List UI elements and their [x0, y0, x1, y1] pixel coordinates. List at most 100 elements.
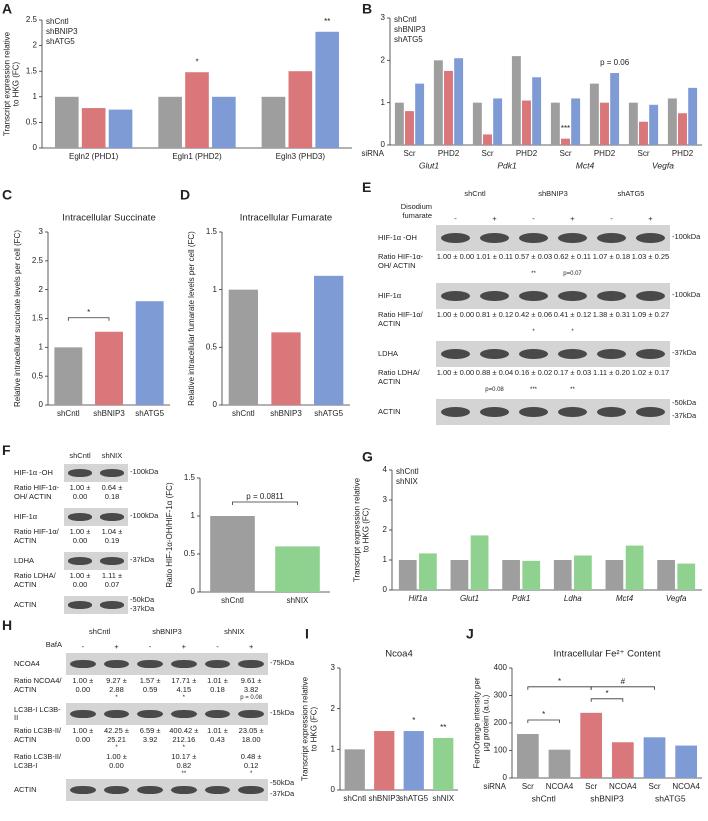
bar [135, 301, 164, 405]
ratio-value: 1.00 ± 0.00 [436, 310, 475, 319]
lane-label: - [532, 214, 535, 223]
lane-label: shCntl [69, 451, 91, 460]
y-tick-label: 1.5 [206, 227, 218, 236]
bar [580, 712, 603, 778]
blot-strip [66, 653, 268, 675]
significance: * [412, 716, 415, 725]
x-tick-label: shATG5 [314, 409, 343, 418]
x-tick-label: NCOA4 [546, 782, 574, 791]
panel-label: F [2, 442, 11, 458]
blot-band [238, 785, 264, 795]
y-tick-label: 3 [39, 227, 44, 236]
y-tick-label: 2.5 [26, 15, 38, 24]
y-axis-label: Relative intracellular fumarate levels p… [187, 231, 196, 406]
y-tick-label: 0 [33, 143, 38, 152]
x-tick-label: Egln1 (PHD2) [172, 152, 222, 161]
blot-band [596, 290, 627, 302]
lane-label: - [216, 642, 219, 651]
blot-band [137, 659, 163, 669]
y-axis-label: Transcript expression relativeto HKG (FC… [353, 477, 371, 582]
y-tick-label: 1 [213, 285, 218, 294]
ratio-value: 1.00 ± 0.00 [69, 527, 91, 545]
blot-band [70, 785, 96, 795]
kda-label: -37kDa [672, 348, 697, 357]
blot-band [99, 601, 125, 609]
bracket-label: p = 0.0811 [246, 492, 284, 501]
ratio-value: 0.81 ± 0.12 [475, 310, 514, 319]
bar [639, 121, 648, 145]
kda-label: -50kDa [270, 778, 295, 787]
y-tick-label: 1 [33, 92, 38, 101]
bar [450, 560, 469, 590]
y-tick-label: 2.5 [32, 256, 44, 265]
y-tick-label: 2 [331, 704, 336, 713]
group-label: Vegfa [652, 160, 674, 170]
y-tick-label: 1 [331, 744, 336, 753]
bar [444, 70, 453, 145]
y-axis-label: Transcript expression relativeto HKG (FC… [301, 676, 319, 781]
bar [314, 275, 344, 405]
ratio-note: p = 0.08 [240, 695, 263, 701]
y-tick-label: 3 [331, 663, 336, 672]
ratio-value: 1.38 ± 0.31 [592, 310, 631, 319]
x-tick-label: shBNIP3 [93, 409, 125, 418]
x-tick-label: Scr [638, 149, 650, 158]
x-axis-label: siRNA [361, 149, 384, 158]
ratio-note: ** [570, 387, 575, 393]
blot-band [137, 709, 163, 719]
chart-title: Intracellular Fumarate [240, 213, 332, 224]
ratio-label: Ratio NCOA4/ ACTIN [14, 676, 62, 694]
bar [81, 108, 106, 148]
ratio-label: Ratio LC3B-II/ LC3B-I [14, 752, 62, 770]
ratio-value: 1.07 ± 0.18 [592, 252, 631, 261]
lane-label: - [81, 642, 85, 651]
y-tick-label: 0 [503, 773, 508, 782]
bar [511, 56, 521, 145]
treatment-label: BafA [45, 640, 62, 649]
blot-band [479, 232, 510, 244]
lane-label: + [492, 214, 497, 223]
blot-strip [64, 596, 128, 614]
y-tick-label: 0 [39, 400, 44, 409]
kda-label: -50kDa [672, 398, 697, 407]
blot-band [479, 290, 510, 302]
ratio-note: *** [529, 387, 537, 393]
ratio-value: 23.05 ± 18.00 [238, 726, 264, 744]
y-axis-label: FerroOrange intensity perµg protein (a.u… [473, 677, 491, 768]
bar [649, 104, 659, 145]
blot-band [103, 785, 130, 795]
ratio-label: Ratio HIF-1α-OH/ ACTIN [378, 252, 424, 270]
x-tick-label: Scr [522, 782, 534, 791]
group-label: shBNIP3 [152, 627, 182, 636]
y-tick-label: 0 [191, 587, 196, 596]
bar [605, 560, 624, 590]
ratio-value: 10.17 ± 0.82 [171, 752, 197, 770]
blot-band [440, 290, 471, 302]
x-tick-label: shBNIP3 [368, 794, 400, 803]
x-tick-label: Glut1 [460, 594, 479, 603]
panel-label: D [180, 187, 190, 203]
blot-band [204, 785, 231, 795]
kda-label: -100kDa [672, 232, 701, 241]
blot-band [99, 513, 125, 521]
protein-label: LDHA [378, 348, 399, 358]
blot-band [440, 232, 471, 244]
x-tick-label: shCntl [343, 794, 366, 803]
blot-band [99, 557, 125, 565]
blot-band [67, 513, 93, 521]
bar [522, 100, 531, 145]
blot-band [440, 406, 471, 418]
lane-label: + [114, 642, 119, 651]
ratio-label: Ratio HIF-1α/ ACTIN [14, 527, 59, 545]
blot-band [171, 659, 197, 669]
x-tick-label: Scr [649, 782, 661, 791]
ratio-note: ** [531, 271, 536, 277]
bracket-label: * [558, 677, 561, 686]
ratio-value: 1.04 ± 0.19 [101, 527, 123, 545]
blot-strip [66, 779, 268, 801]
blot-band [171, 785, 197, 795]
ratio-value: 0.16 ± 0.02 [514, 368, 553, 377]
ratio-value: 1.57 ± 0.59 [139, 676, 161, 694]
x-tick-label: PHD2 [438, 149, 460, 158]
ratio-note: * [115, 695, 118, 701]
